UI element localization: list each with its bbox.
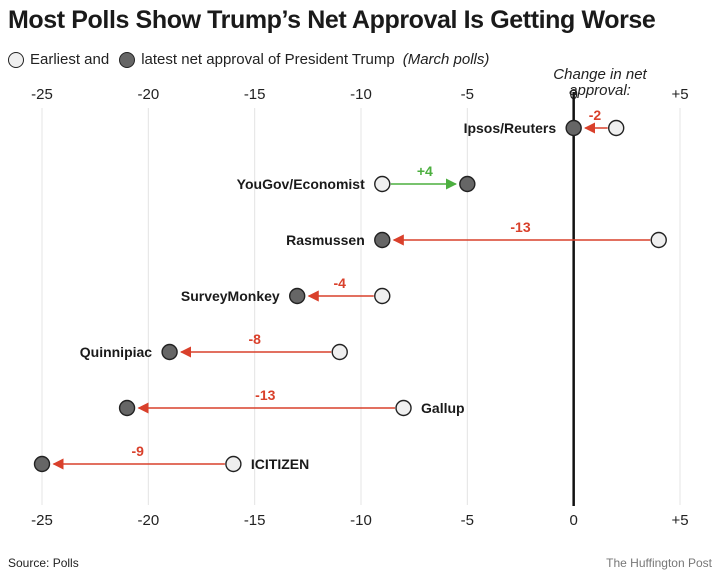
earliest-dot	[374, 175, 391, 193]
chart-title: Most Polls Show Trump’s Net Approval Is …	[8, 6, 656, 34]
latest-dot	[459, 175, 476, 193]
credit: The Huffington Post	[606, 556, 712, 570]
poll-name-label: YouGov/Economist	[237, 176, 365, 192]
latest-dot	[289, 287, 306, 305]
latest-dot	[565, 119, 582, 137]
earliest-dot	[331, 343, 348, 361]
poll-name-label: Ipsos/Reuters	[464, 120, 557, 136]
latest-dot	[33, 455, 51, 473]
legend-note: (March polls)	[402, 51, 490, 68]
x-tick-label-top: +5	[671, 86, 688, 103]
latest-dot	[374, 231, 391, 249]
x-tick-label-bottom: -15	[244, 512, 266, 529]
source-note: Source: Polls	[8, 556, 79, 570]
x-tick-label-top: -10	[350, 86, 372, 103]
change-value-label: -4	[334, 275, 347, 291]
poll-name-label: Quinnipiac	[80, 344, 153, 360]
latest-dot	[161, 343, 178, 361]
latest-marker-icon	[119, 51, 136, 68]
change-value-label: -8	[248, 331, 261, 347]
legend-latest-label: latest net approval of President Trump	[141, 51, 395, 68]
earliest-dot	[374, 287, 391, 305]
x-tick-label-top: -5	[461, 86, 474, 103]
change-value-label: -9	[131, 443, 144, 459]
x-tick-label-top: -25	[31, 86, 53, 103]
poll-name-label: Rasmussen	[286, 232, 365, 248]
legend: Earliest and latest net approval of Pres…	[8, 51, 489, 68]
earliest-dot	[225, 455, 242, 473]
x-tick-label-bottom: 0	[569, 512, 577, 529]
x-tick-label-bottom: -20	[137, 512, 159, 529]
poll-name-label: ICITIZEN	[251, 456, 309, 472]
poll-name-label: Gallup	[421, 400, 465, 416]
change-label: approval:	[569, 82, 631, 99]
change-value-label: -13	[255, 387, 275, 403]
earliest-marker-icon	[8, 51, 24, 68]
x-tick-label-bottom: -10	[350, 512, 372, 529]
earliest-dot	[650, 231, 667, 249]
x-tick-label-top: -15	[244, 86, 266, 103]
latest-dot	[118, 399, 136, 417]
change-value-label: -2	[589, 107, 602, 123]
earliest-dot	[395, 399, 412, 417]
earliest-dot	[608, 119, 625, 137]
change-value-label: -13	[510, 219, 530, 235]
x-tick-label-bottom: -25	[31, 512, 53, 529]
change-label: Change in net	[553, 66, 647, 83]
x-tick-label-top: -20	[137, 86, 159, 103]
legend-earliest-label: Earliest and	[30, 51, 110, 68]
x-tick-label-bottom: +5	[671, 512, 688, 529]
x-tick-label-bottom: -5	[461, 512, 474, 529]
change-value-label: +4	[417, 163, 433, 179]
poll-name-label: SurveyMonkey	[181, 288, 280, 304]
